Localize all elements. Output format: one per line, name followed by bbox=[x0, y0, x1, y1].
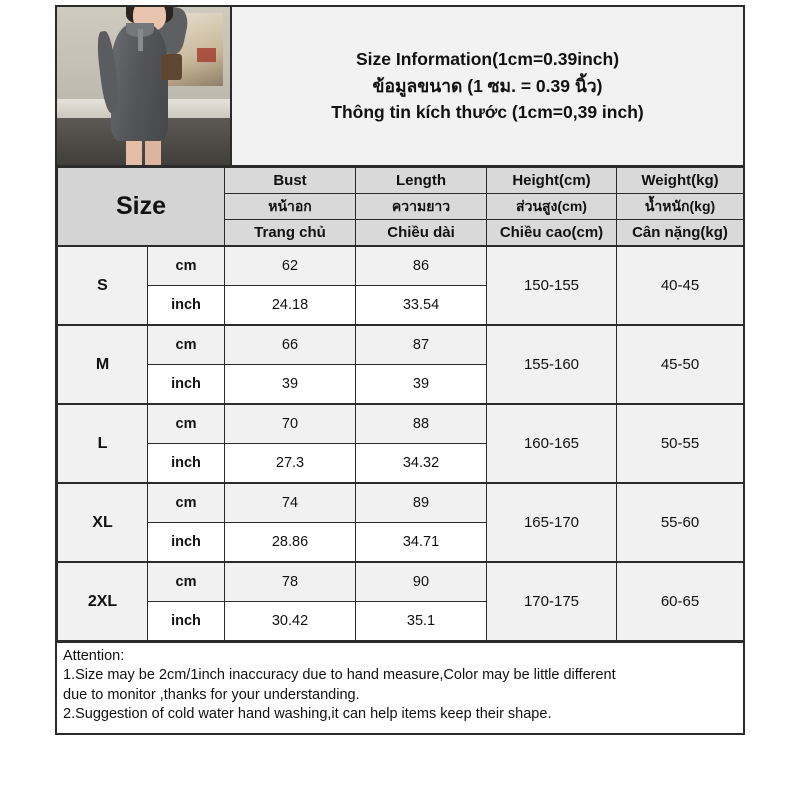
weight-range: 55-60 bbox=[616, 482, 744, 563]
unit-label-cm: cm bbox=[147, 561, 225, 602]
weight-range: 60-65 bbox=[616, 561, 744, 641]
unit-label-cm: cm bbox=[147, 245, 225, 286]
bust-inch: 30.42 bbox=[224, 601, 356, 641]
bust-inch: 27.3 bbox=[224, 443, 356, 484]
header-length-th: ความยาว bbox=[355, 193, 487, 220]
bust-cm: 74 bbox=[224, 482, 356, 523]
unit-label-inch: inch bbox=[147, 522, 225, 563]
length-inch: 34.71 bbox=[355, 522, 487, 563]
header-height-vi: Chiều cao(cm) bbox=[486, 219, 617, 247]
photo-handbag bbox=[160, 54, 182, 80]
weight-range: 45-50 bbox=[616, 324, 744, 405]
bust-inch: 28.86 bbox=[224, 522, 356, 563]
length-cm: 88 bbox=[355, 403, 487, 444]
header-bust-en: Bust bbox=[224, 167, 356, 194]
attention-line-3: 2.Suggestion of cold water hand washing,… bbox=[63, 705, 552, 722]
table-row: inch 39 39 bbox=[58, 364, 744, 405]
unit-label-inch: inch bbox=[147, 285, 225, 326]
size-header-cell: Size bbox=[57, 167, 225, 247]
unit-label-inch: inch bbox=[147, 443, 225, 484]
size-label: L bbox=[57, 403, 148, 484]
bust-cm: 78 bbox=[224, 561, 356, 602]
unit-label-inch: inch bbox=[147, 601, 225, 641]
header-height-th: ส่วนสูง(cm) bbox=[486, 193, 617, 220]
photo-zipper bbox=[138, 29, 144, 52]
height-range: 160-165 bbox=[486, 403, 617, 484]
length-cm: 90 bbox=[355, 561, 487, 602]
height-range: 170-175 bbox=[486, 561, 617, 641]
title-vietnamese: Thông tin kích thước (1cm=0,39 inch) bbox=[331, 102, 644, 123]
size-label: S bbox=[57, 245, 148, 326]
product-photo bbox=[57, 7, 232, 165]
length-cm: 86 bbox=[355, 245, 487, 286]
header-bust-th: หน้าอก bbox=[224, 193, 356, 220]
length-cm: 89 bbox=[355, 482, 487, 523]
unit-label-cm: cm bbox=[147, 482, 225, 523]
bust-cm: 66 bbox=[224, 324, 356, 365]
table-row: 2XL cm 78 90 170-175 60-65 bbox=[57, 561, 744, 641]
size-table: Size Bust Length Height(cm) Weight(kg) ห… bbox=[57, 167, 744, 641]
length-inch: 39 bbox=[355, 364, 487, 405]
table-row: inch 30.42 35.1 bbox=[58, 601, 744, 641]
header-bust-vi: Trang chủ bbox=[224, 219, 356, 247]
size-label: 2XL bbox=[57, 561, 148, 641]
table-row: XL cm 74 89 165-170 55-60 bbox=[57, 482, 744, 563]
unit-label-inch: inch bbox=[147, 364, 225, 405]
photo-window-object bbox=[197, 48, 217, 63]
title-english: Size Information(1cm=0.39inch) bbox=[355, 49, 620, 70]
height-range: 155-160 bbox=[486, 324, 617, 405]
header-weight-vi: Cân nặng(kg) bbox=[616, 219, 744, 247]
header-row-vietnamese: Trang chủ Chiều dài Chiều cao(cm) Cân nặ… bbox=[58, 219, 744, 247]
table-row: L cm 70 88 160-165 50-55 bbox=[57, 403, 744, 484]
length-inch: 35.1 bbox=[355, 601, 487, 641]
size-chart-sheet: Size Information(1cm=0.39inch) ข้อมูลขนา… bbox=[55, 5, 745, 735]
table-row: M cm 66 87 155-160 45-50 bbox=[57, 324, 744, 405]
length-inch: 33.54 bbox=[355, 285, 487, 326]
weight-range: 50-55 bbox=[616, 403, 744, 484]
bust-cm: 62 bbox=[224, 245, 356, 286]
header-length-en: Length bbox=[355, 167, 487, 194]
header-height-en: Height(cm) bbox=[486, 167, 617, 194]
header-weight-th: น้ำหนัก(kg) bbox=[616, 193, 744, 220]
bust-inch: 24.18 bbox=[224, 285, 356, 326]
attention-heading: Attention: bbox=[63, 648, 125, 664]
unit-label-cm: cm bbox=[147, 403, 225, 444]
height-range: 150-155 bbox=[486, 245, 617, 326]
length-inch: 34.32 bbox=[355, 443, 487, 484]
table-row: inch 28.86 34.71 bbox=[58, 522, 744, 563]
header-row-english: Size Bust Length Height(cm) Weight(kg) bbox=[57, 167, 744, 247]
bust-cm: 70 bbox=[224, 403, 356, 444]
top-block: Size Information(1cm=0.39inch) ข้อมูลขนา… bbox=[57, 7, 743, 167]
table-row: inch 24.18 33.54 bbox=[58, 285, 744, 326]
length-cm: 87 bbox=[355, 324, 487, 365]
table-row: inch 27.3 34.32 bbox=[58, 443, 744, 484]
height-range: 165-170 bbox=[486, 482, 617, 563]
weight-range: 40-45 bbox=[616, 245, 744, 326]
table-row: S cm 62 86 150-155 40-45 bbox=[57, 245, 744, 326]
header-length-vi: Chiều dài bbox=[355, 219, 487, 247]
attention-line-2: due to monitor ,thanks for your understa… bbox=[63, 686, 360, 703]
attention-line-1: 1.Size may be 2cm/1inch inaccuracy due t… bbox=[63, 667, 616, 684]
attention-block: Attention: 1.Size may be 2cm/1inch inacc… bbox=[57, 641, 743, 724]
header-weight-en: Weight(kg) bbox=[616, 167, 744, 194]
size-label: XL bbox=[57, 482, 148, 563]
title-block: Size Information(1cm=0.39inch) ข้อมูลขนา… bbox=[232, 7, 743, 165]
unit-label-cm: cm bbox=[147, 324, 225, 365]
size-label: M bbox=[57, 324, 148, 405]
bust-inch: 39 bbox=[224, 364, 356, 405]
title-thai: ข้อมูลขนาด (1 ซม. = 0.39 นิ้ว) bbox=[372, 75, 603, 96]
header-row-thai: หน้าอก ความยาว ส่วนสูง(cm) น้ำหนัก(kg) bbox=[58, 193, 744, 220]
